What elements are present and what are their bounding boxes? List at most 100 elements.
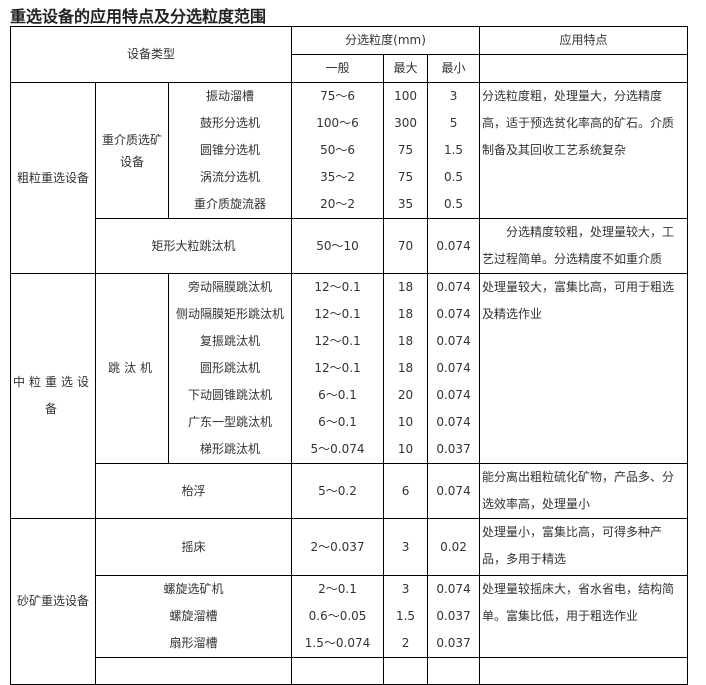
table-row: 螺旋选矿机 2～0.1 3 0.074 处理量较摇床大，省水省电，结构简单。富集… — [11, 575, 689, 658]
feature-text: 能分离出粗粒硫化矿物，产品多、分选效率高，处理量小 — [479, 463, 689, 519]
max-size: 10 — [383, 436, 429, 464]
max-size: 2 — [383, 630, 429, 658]
header-empty — [479, 54, 689, 83]
feature-text: 分选粒度粗，处理量大，分选精度高，适于预选贫化率高的矿石。介质制备及其回收工艺系… — [479, 82, 689, 219]
min-size: 3 — [427, 82, 481, 110]
general-range: 5～0.2 — [291, 463, 385, 519]
min-size: 0.037 — [427, 630, 481, 658]
general-range: 0.6～0.05 — [291, 603, 385, 630]
category-sand: 砂矿重选设备 — [10, 518, 96, 685]
table-row-partial — [11, 657, 689, 685]
general-range: 75～6 — [291, 82, 385, 110]
max-size: 6 — [383, 463, 429, 519]
min-size: 0.02 — [427, 518, 481, 576]
general-range: 20～2 — [291, 191, 385, 219]
table-row: 螺旋溜槽 0.6～0.05 1.5 0.037 — [11, 603, 688, 630]
general-range: 12～0.1 — [291, 328, 385, 355]
group-jig: 跳汰机 — [95, 273, 169, 464]
category-medium: 中粒重选设备 — [10, 273, 96, 519]
equipment-name: 下动圆锥跳汰机 — [167, 382, 293, 409]
min-size: 0.074 — [427, 409, 481, 436]
equipment-name: 圆锥分选机 — [167, 137, 293, 164]
table-row: 重介质旋流器 20～2 35 0.5 — [11, 191, 688, 219]
min-size: 0.074 — [427, 301, 481, 328]
min-size: 5 — [427, 110, 481, 137]
header-feature: 应用特点 — [479, 26, 689, 55]
group-heavy-media: 重介质选矿设备 — [95, 82, 169, 219]
table-row: 圆形跳汰机 12～0.1 18 0.074 — [11, 355, 688, 382]
header-min: 最小 — [427, 54, 481, 83]
min-size: 0.074 — [427, 355, 481, 382]
min-size: 0.5 — [427, 191, 481, 219]
min-size: 0.074 — [427, 328, 481, 355]
equipment-name: 重介质旋流器 — [167, 191, 293, 219]
general-range: 12～0.1 — [291, 273, 385, 301]
min-size: 0.074 — [427, 218, 481, 274]
header-row: 设备类型 分选粒度(mm) 应用特点 — [9, 26, 689, 83]
table-row: 下动圆锥跳汰机 6～0.1 20 0.074 — [11, 382, 688, 409]
equipment-name: 广东一型跳汰机 — [167, 409, 293, 436]
max-size: 300 — [383, 110, 429, 137]
equipment-name: 复振跳汰机 — [167, 328, 293, 355]
max-size: 18 — [383, 328, 429, 355]
max-size: 70 — [383, 218, 429, 274]
page-title: 重选设备的应用特点及分选粒度范围 — [10, 7, 267, 26]
equipment-name: 侧动隔膜矩形跳汰机 — [167, 301, 293, 328]
equipment-name: 旁动隔膜跳汰机 — [167, 273, 293, 301]
table-row: 中粒重选设备 跳汰机 旁动隔膜跳汰机 12～0.1 18 0.074 处理量较大… — [10, 273, 689, 519]
max-size: 10 — [383, 409, 429, 436]
table-row: 砂矿重选设备 摇床 2～0.037 3 0.02 处理量小，富集比高，可得多种产… — [10, 518, 689, 685]
equipment-name: 摇床 — [94, 518, 293, 576]
max-size: 18 — [383, 273, 429, 301]
equipment-name: 圆形跳汰机 — [167, 355, 293, 382]
min-size: 0.074 — [427, 273, 481, 301]
equipment-name: 振动溜槽 — [167, 82, 293, 110]
table-row: 枱浮 5～0.2 6 0.074 能分离出粗粒硫化矿物，产品多、分选效率高，处理… — [11, 463, 689, 519]
equipment-name: 矩形大粒跳汰机 — [94, 218, 293, 274]
max-size: 75 — [383, 164, 429, 191]
max-size: 100 — [383, 82, 429, 110]
feature-text: 处理量小，富集比高，可得多种产品，多用于精选 — [479, 518, 689, 576]
category-coarse: 粗粒重选设备 — [10, 82, 96, 274]
general-range: 6～0.1 — [291, 409, 385, 436]
empty-cell — [291, 657, 385, 685]
general-range: 5～0.074 — [291, 436, 385, 464]
general-range: 100～6 — [291, 110, 385, 137]
max-size: 1.5 — [383, 603, 429, 630]
equipment-name: 鼓形分选机 — [167, 110, 293, 137]
min-size: 0.074 — [427, 463, 481, 519]
empty-cell — [94, 657, 293, 685]
max-size: 3 — [383, 518, 429, 576]
max-size: 18 — [383, 301, 429, 328]
table-row: 涡流分选机 35～2 75 0.5 — [11, 164, 688, 191]
general-range: 12～0.1 — [291, 355, 385, 382]
max-size: 3 — [383, 575, 429, 603]
header-max: 最大 — [383, 54, 429, 83]
table-row: 广东一型跳汰机 6～0.1 10 0.074 — [11, 409, 688, 436]
empty-cell — [427, 657, 481, 685]
min-size: 0.074 — [427, 382, 481, 409]
empty-cell — [479, 657, 689, 685]
general-range: 50～10 — [291, 218, 385, 274]
equipment-name: 螺旋选矿机 — [94, 575, 293, 603]
general-range: 2～0.037 — [291, 518, 385, 576]
general-range: 12～0.1 — [291, 301, 385, 328]
max-size: 20 — [383, 382, 429, 409]
equipment-table: 设备类型 分选粒度(mm) 应用特点 一般 最大 最小 粗粒重选设备 重介质选矿… — [9, 26, 689, 685]
feature-text: 处理量较大，富集比高，可用于粗选及精选作业 — [479, 273, 689, 464]
general-range: 2～0.1 — [291, 575, 385, 603]
min-size: 1.5 — [427, 137, 481, 164]
header-range: 分选粒度(mm) — [291, 26, 481, 55]
min-size: 0.037 — [427, 436, 481, 464]
header-row: 一般 最大 最小 — [11, 54, 689, 83]
feature-text: 分选精度较粗，处理量较大，工艺过程简单。分选精度不如重介质 — [479, 218, 689, 274]
table-row: 复振跳汰机 12～0.1 18 0.074 — [11, 328, 688, 355]
general-range: 35～2 — [291, 164, 385, 191]
table-row: 圆锥分选机 50～6 75 1.5 — [11, 137, 688, 164]
general-range: 1.5～0.074 — [291, 630, 385, 658]
header-type: 设备类型 — [9, 26, 293, 83]
equipment-name: 梯形跳汰机 — [167, 436, 293, 464]
min-size: 0.5 — [427, 164, 481, 191]
equipment-name: 涡流分选机 — [167, 164, 293, 191]
max-size: 18 — [383, 355, 429, 382]
